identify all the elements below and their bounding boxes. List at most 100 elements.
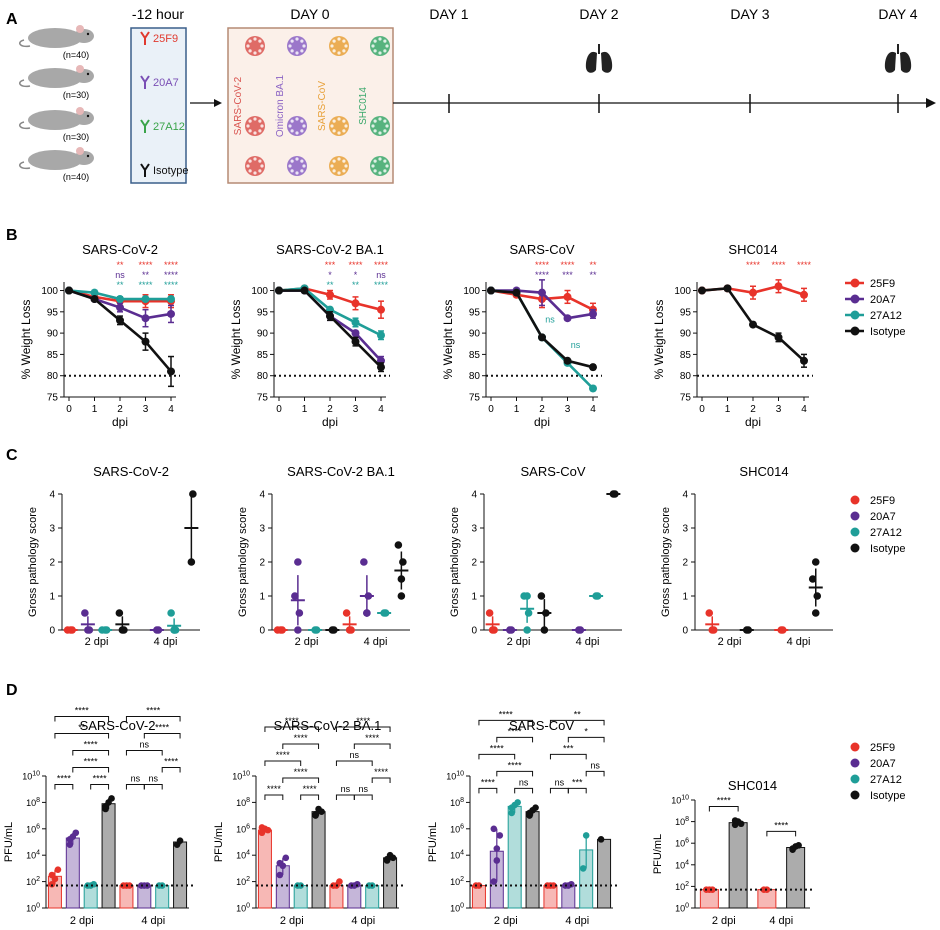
significance-label: ****	[490, 743, 505, 753]
y-axis-label: % Weight Loss	[652, 300, 666, 380]
significance-bracket	[264, 794, 284, 800]
data-point	[493, 845, 501, 852]
y-tick-label: 90	[257, 329, 269, 340]
data-point	[589, 384, 597, 393]
y-tick-label: 95	[257, 307, 269, 318]
data-point	[582, 832, 590, 839]
virus-spike	[330, 44, 334, 48]
x-tick-label: 2	[750, 404, 756, 415]
data-point	[397, 592, 406, 600]
significance-label: ****	[508, 726, 523, 736]
y-tick-label: 1010	[22, 771, 40, 782]
data-point	[514, 799, 521, 806]
significance-bracket	[300, 794, 320, 800]
mouse-eye	[86, 154, 90, 158]
mouse-eye	[86, 114, 90, 118]
data-point	[167, 609, 175, 617]
data-point	[108, 795, 115, 802]
y-tick-label: 106	[26, 823, 40, 834]
virus-spike	[258, 159, 262, 163]
virus-spike	[253, 37, 257, 41]
y-tick-label: 3	[259, 524, 265, 535]
significance-bracket	[264, 726, 320, 732]
virus-spike	[246, 164, 250, 168]
significance-label: ****	[365, 733, 380, 743]
mouse-body	[28, 110, 82, 130]
virus-spike	[253, 51, 257, 55]
x-axis-label: dpi	[534, 415, 550, 429]
significance-bracket	[766, 830, 797, 837]
significance-label: ****	[797, 260, 812, 270]
mouse-count: (n=40)	[63, 50, 89, 60]
virus-label: SHC014	[358, 87, 369, 125]
data-point	[538, 333, 546, 342]
virus-spike	[371, 164, 375, 168]
virus-spike	[332, 39, 336, 43]
significance-label: ns	[519, 777, 529, 787]
virus-spike	[332, 169, 336, 173]
data-point	[381, 609, 390, 617]
weight-loss-chart: SARS-CoV-2 75 80 85 90 95 100 0 1 2 3 4 dpi % Weight …	[19, 242, 180, 429]
virus-label: SARS-CoV-2	[233, 76, 244, 135]
x-category-label: 4 dpi	[769, 915, 793, 927]
panel-b-label: B	[6, 227, 18, 244]
y-tick-label: 1	[682, 592, 688, 603]
time-label-minus12h: -12 hour	[132, 6, 184, 22]
virus-spike	[342, 129, 346, 133]
y-axis-label: PFU/mL	[652, 834, 664, 874]
significance-label: ****	[294, 733, 309, 743]
chart-title: SARS-CoV-2	[80, 718, 156, 733]
virus-spike	[246, 44, 250, 48]
significance-label: **	[78, 722, 86, 732]
virus-spike	[371, 124, 375, 128]
x-tick-label: 3	[776, 404, 782, 415]
virus-spike	[300, 39, 304, 43]
virus-spike	[253, 131, 257, 135]
x-category-label: 2 dpi	[494, 915, 518, 927]
x-axis-label: dpi	[322, 415, 338, 429]
significance-label: ***	[572, 777, 583, 787]
y-axis-label: % Weight Loss	[19, 300, 33, 380]
significance-label: *	[354, 270, 358, 280]
virus-spike	[383, 129, 387, 133]
legend-label: 25F9	[870, 742, 895, 754]
data-point	[731, 817, 739, 824]
y-tick-label: 75	[257, 393, 269, 404]
x-category-label: 4 dpi	[565, 915, 589, 927]
legend-item: Isotype	[850, 790, 905, 802]
virus-spike	[373, 169, 377, 173]
data-point	[709, 626, 718, 634]
significance-label: ****	[285, 716, 300, 726]
legend-swatch	[850, 742, 860, 752]
y-tick-label: 100	[463, 286, 480, 297]
data-point	[294, 626, 302, 634]
virus-spike	[383, 159, 387, 163]
y-tick-label: 2	[682, 558, 688, 569]
y-axis-label: Gross pathology score	[27, 507, 39, 617]
significance-bracket	[478, 719, 534, 726]
time-label-day4: DAY 4	[878, 6, 917, 22]
significance-label: **	[116, 260, 124, 270]
data-point	[167, 309, 175, 318]
panel-d-charts: SARS-CoV-2 100 102 104 106 108 1010 2 dpi 4 dpi P…	[3, 705, 814, 927]
data-point	[507, 626, 516, 634]
x-category-label: 4 dpi	[576, 636, 600, 648]
virus-spike	[344, 44, 348, 48]
data-point	[737, 820, 745, 828]
significance-bracket	[567, 787, 587, 794]
data-point	[537, 592, 546, 600]
y-tick-label: 102	[450, 876, 464, 887]
data-point	[611, 490, 619, 498]
virus-spike	[302, 124, 306, 128]
data-point	[813, 592, 822, 600]
legend-swatch	[850, 774, 860, 784]
y-tick-label: 1010	[232, 771, 250, 782]
y-tick-label: 90	[47, 329, 59, 340]
data-point	[377, 363, 385, 372]
virus-icon	[245, 116, 265, 136]
significance-bracket	[143, 783, 163, 790]
data-point	[282, 854, 290, 862]
significance-label: ns	[131, 773, 141, 783]
significance-label: ns	[140, 739, 150, 749]
